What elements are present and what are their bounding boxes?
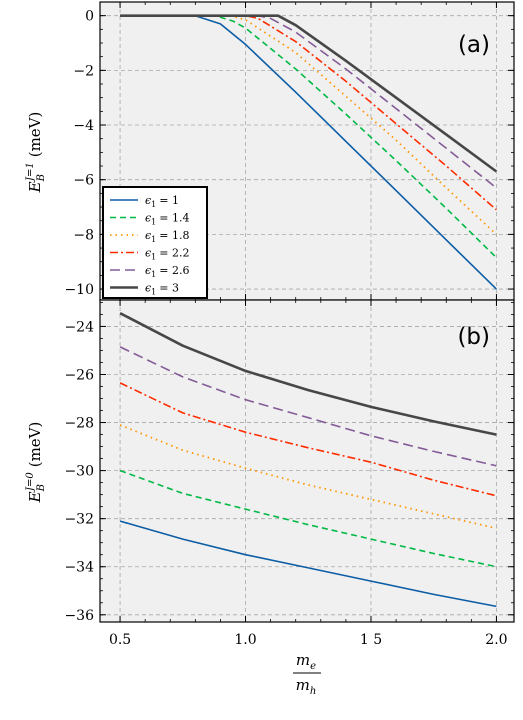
- x-axis-num-sub: e: [310, 661, 316, 672]
- panel-a: 0−2−4−6−8−10 (a) ϵ1 = 1ϵ1 = 1.4ϵ1 = 1.8ϵ1 = …: [25, 1, 515, 301]
- y-tick-label-a-5: −10: [64, 282, 94, 298]
- series-line-b-5: [119, 312, 497, 436]
- panel-b-label: (b): [457, 324, 490, 350]
- legend-label-value-5: = 3: [159, 282, 179, 295]
- panel-a-ylabel-sub: B: [36, 174, 47, 182]
- y-tick-label-b-1: −26: [64, 367, 94, 383]
- series-line-a-3: [120, 14, 497, 211]
- legend-label-sub-4: 1: [151, 270, 156, 279]
- legend-frame: [102, 186, 208, 299]
- y-tick-label-b-6: −36: [64, 608, 94, 624]
- panel-b-ylabel-sub: B: [36, 484, 47, 492]
- series-line-b-3: [119, 382, 497, 497]
- legend-label-sub-5: 1: [151, 288, 156, 297]
- legend-label-3: ϵ1 = 2.2: [145, 247, 189, 262]
- y-tick-label-b-0: −24: [64, 319, 94, 335]
- legend-label-value-0: = 1: [159, 194, 179, 207]
- panel-a-grid: [100, 2, 514, 300]
- series-line-b-1: [119, 469, 497, 568]
- panel-b-ylabel: EBJ=0 (meV): [25, 422, 47, 504]
- panel-b-series: [119, 312, 497, 608]
- x-axis-title: me mh: [293, 651, 321, 697]
- panel-a-ticks: 0 −2 −4 −6 −8 −10: [64, 1, 514, 300]
- panel-b-ylabel-unit: (meV): [26, 422, 44, 468]
- x-tick-label-1: 1.0: [234, 632, 256, 648]
- panel-a-ylabel: EBJ=1 (meV): [25, 112, 47, 194]
- y-tick-label-a-4: −8: [73, 227, 94, 243]
- series-line-a-1: [120, 14, 497, 259]
- panel-b: −24 −26 −28 −30 −32 −34 −36 0.5 1.0 1 5 2.0 (b) EB…: [25, 299, 515, 697]
- legend-label-sub-0: 1: [151, 200, 156, 209]
- legend-label-sub-2: 1: [151, 235, 156, 244]
- series-line-b-0: [119, 520, 497, 608]
- legend-label-sub-3: 1: [151, 253, 156, 262]
- legend-label-value-1: = 1.4: [159, 212, 189, 225]
- series-line-a-0: [120, 14, 497, 290]
- panel-b-ylabel-sup: J=0: [25, 472, 36, 493]
- panel-b-background: [100, 300, 514, 622]
- x-axis-num-base: m: [296, 651, 310, 669]
- series-line-a-5: [120, 14, 498, 173]
- y-tick-label-a-2: −4: [73, 118, 94, 134]
- legend-label-base-2: ϵ: [145, 229, 151, 242]
- x-axis-den-sub: h: [310, 686, 316, 697]
- legend-label-base-4: ϵ: [145, 264, 151, 277]
- panel-a-series: [120, 14, 498, 290]
- legend-label-0: ϵ1 = 1: [145, 194, 179, 209]
- legend: ϵ1 = 1ϵ1 = 1.4ϵ1 = 1.8ϵ1 = 2.2ϵ1 = 2.6ϵ1 = 3: [102, 186, 208, 299]
- legend-label-base-3: ϵ: [145, 247, 151, 260]
- legend-label-4: ϵ1 = 2.6: [145, 264, 189, 279]
- legend-label-value-3: = 2.2: [159, 247, 189, 260]
- legend-label-2: ϵ1 = 1.8: [145, 229, 189, 244]
- x-tick-label-0: 0.5: [109, 632, 131, 648]
- x-tick-label-3: 2.0: [485, 632, 507, 648]
- legend-label-base-5: ϵ: [145, 282, 151, 295]
- legend-label-value-4: = 2.6: [159, 264, 189, 277]
- panel-b-ylabel-base: E: [26, 491, 44, 503]
- panel-a-ylabel-sup: J=1: [25, 162, 36, 183]
- panel-a-ylabel-unit: (meV): [26, 112, 44, 158]
- legend-label-base-1: ϵ: [145, 212, 151, 225]
- y-tick-label-a-1: −2: [73, 63, 94, 79]
- legend-label-5: ϵ1 = 3: [145, 282, 179, 297]
- y-tick-label-a-0: 0: [85, 9, 94, 25]
- y-tick-label-b-4: −32: [64, 512, 94, 528]
- legend-entries: ϵ1 = 1ϵ1 = 1.4ϵ1 = 1.8ϵ1 = 2.2ϵ1 = 2.6ϵ1 = 3: [110, 194, 189, 297]
- legend-label-sub-1: 1: [151, 218, 156, 227]
- y-tick-label-a-3: −6: [73, 173, 94, 189]
- panel-b-frame: [99, 299, 515, 623]
- y-tick-label-b-3: −30: [64, 464, 94, 480]
- legend-label-1: ϵ1 = 1.4: [145, 212, 189, 227]
- legend-label-base-0: ϵ: [145, 194, 151, 207]
- legend-label-value-2: = 1.8: [159, 229, 189, 242]
- panel-a-label: (a): [458, 32, 490, 58]
- x-axis-title-denominator: mh: [296, 676, 317, 697]
- y-tick-label-b-5: −34: [64, 560, 94, 576]
- y-tick-label-b-2: −28: [64, 416, 94, 432]
- x-axis-title-numerator: me: [296, 651, 316, 672]
- x-tick-label-2: 1 5: [360, 632, 382, 648]
- panel-a-ylabel-base: E: [26, 181, 44, 193]
- series-line-b-4: [119, 346, 497, 467]
- x-axis-den-base: m: [296, 676, 310, 694]
